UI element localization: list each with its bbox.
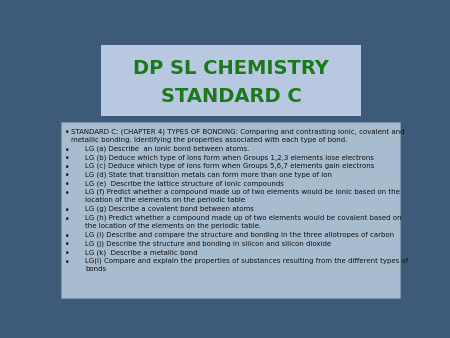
Text: •: • — [65, 171, 69, 180]
Text: LG (d) State that transition metals can form more than one type of ion: LG (d) State that transition metals can … — [85, 171, 332, 178]
Text: LG (h) Predict whether a compound made up of two elements would be covalent base: LG (h) Predict whether a compound made u… — [85, 215, 401, 221]
Text: LG (e)  Describe the lattice structure of ionic compounds: LG (e) Describe the lattice structure of… — [85, 180, 284, 187]
Text: LG (a) Describe  an ionic bond between atoms.: LG (a) Describe an ionic bond between at… — [85, 146, 249, 152]
Text: LG (c) Deduce which type of ions form when Groups 5,6,7 elements gain electrons: LG (c) Deduce which type of ions form wh… — [85, 163, 374, 169]
Text: •: • — [65, 180, 69, 189]
Text: •: • — [65, 240, 69, 249]
Text: metallic bonding. Identifying the properties associated with each type of bond.: metallic bonding. Identifying the proper… — [71, 137, 347, 143]
Text: •: • — [65, 146, 69, 154]
Text: LG (k)  Describe a metallic bond: LG (k) Describe a metallic bond — [85, 249, 198, 256]
FancyBboxPatch shape — [61, 122, 400, 298]
Text: •: • — [65, 215, 69, 223]
Text: LG (j) Describe the structure and bonding in silicon and silicon dioxide: LG (j) Describe the structure and bondin… — [85, 240, 331, 247]
Text: •: • — [65, 163, 69, 172]
Text: •: • — [65, 154, 69, 163]
Text: LG (g) Describe a covalent bond between atoms: LG (g) Describe a covalent bond between … — [85, 206, 254, 213]
Text: bonds: bonds — [85, 266, 106, 272]
Text: location of the elements on the periodic table: location of the elements on the periodic… — [85, 197, 245, 203]
Text: LG (i) Describe and compare the structure and bonding in the three allotropes of: LG (i) Describe and compare the structur… — [85, 232, 394, 238]
Text: STANDARD C: STANDARD C — [161, 87, 302, 106]
Text: •: • — [65, 249, 69, 258]
Text: •: • — [65, 206, 69, 215]
Text: LG(l) Compare and explain the properties of substances resulting from the differ: LG(l) Compare and explain the properties… — [85, 258, 408, 264]
Text: •: • — [65, 232, 69, 241]
Text: STANDARD C: (CHAPTER 4) TYPES OF BONDING: Comparing and contrasting ionic, coval: STANDARD C: (CHAPTER 4) TYPES OF BONDING… — [71, 128, 405, 135]
Text: LG (b) Deduce which type of ions form when Groups 1,2,3 elements lose electrons: LG (b) Deduce which type of ions form wh… — [85, 154, 374, 161]
Text: LG (f) Predict whether a compound made up of two elements would be ionic based o: LG (f) Predict whether a compound made u… — [85, 189, 400, 195]
FancyBboxPatch shape — [101, 45, 361, 116]
Text: the location of the elements on the periodic table.: the location of the elements on the peri… — [85, 223, 261, 229]
Text: DP SL CHEMISTRY: DP SL CHEMISTRY — [133, 59, 329, 78]
Text: •: • — [65, 128, 69, 137]
Text: •: • — [65, 189, 69, 198]
Text: •: • — [65, 258, 69, 267]
